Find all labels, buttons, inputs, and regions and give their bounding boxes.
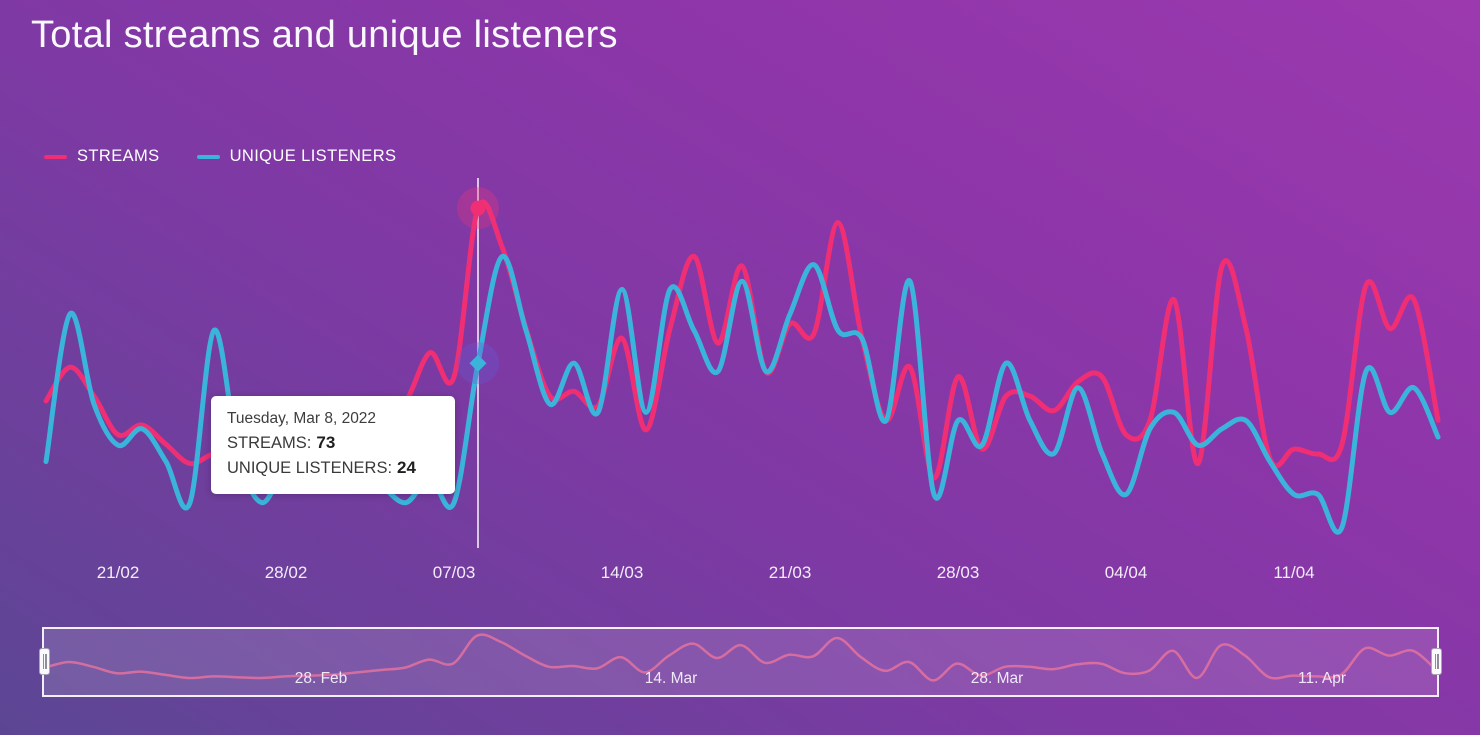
x-axis-label: 28/03: [936, 563, 980, 582]
unique-listeners-line-series[interactable]: [43, 254, 1441, 535]
x-axis-label: 11/04: [1273, 563, 1315, 582]
x-axis-label: 21/03: [768, 563, 812, 582]
navigator-left-handle[interactable]: [39, 648, 50, 675]
tooltip-streams-label: STREAMS:: [227, 434, 312, 452]
tooltip-streams-value: 73: [316, 433, 336, 452]
tooltip: Tuesday, Mar 8, 2022 STREAMS: 73 UNIQUE L…: [211, 396, 455, 494]
tooltip-streams-row: STREAMS: 73: [227, 431, 439, 456]
x-axis-label: 07/03: [432, 563, 476, 582]
x-axis-label: 21/02: [96, 563, 140, 582]
navigator-range-selector[interactable]: [42, 627, 1439, 697]
navigator-axis-label: 28. Mar: [970, 670, 1024, 687]
navigator-right-handle[interactable]: [1431, 648, 1442, 675]
legend-item-streams[interactable]: STREAMS: [44, 147, 160, 166]
tooltip-date: Tuesday, Mar 8, 2022: [227, 410, 377, 427]
page-title: Total streams and unique listeners: [31, 14, 618, 56]
tooltip-listeners-value: 24: [397, 457, 416, 477]
navigator-mini-series-line: [43, 633, 1439, 682]
x-axis-label: 14/03: [600, 563, 644, 582]
unique-listeners-point-marker-icon[interactable]: [469, 354, 487, 372]
navigator-axis-label: 14. Mar: [644, 670, 698, 687]
streams-legend-label: STREAMS: [77, 147, 160, 165]
navigator-axis-label: 28. Feb: [294, 670, 348, 687]
navigator-axis-label: 11. Apr: [1298, 670, 1346, 687]
tooltip-listeners-label: UNIQUE LISTENERS:: [227, 458, 393, 477]
streams-point-marker-icon[interactable]: [470, 200, 486, 216]
legend-item-unique-listeners[interactable]: UNIQUE LISTENERS: [196, 147, 397, 166]
x-axis-label: 28/02: [264, 563, 308, 582]
unique-listeners-legend-dash-icon: [196, 154, 220, 159]
streams-legend-dash-icon: [44, 154, 67, 159]
legend: STREAMS UNIQUE LISTENERS: [44, 147, 396, 166]
unique-listeners-legend-label: UNIQUE LISTENERS: [229, 147, 397, 165]
x-axis-label: 04/04: [1104, 563, 1148, 582]
tooltip-listeners-row: UNIQUE LISTENERS: 24: [227, 456, 439, 481]
